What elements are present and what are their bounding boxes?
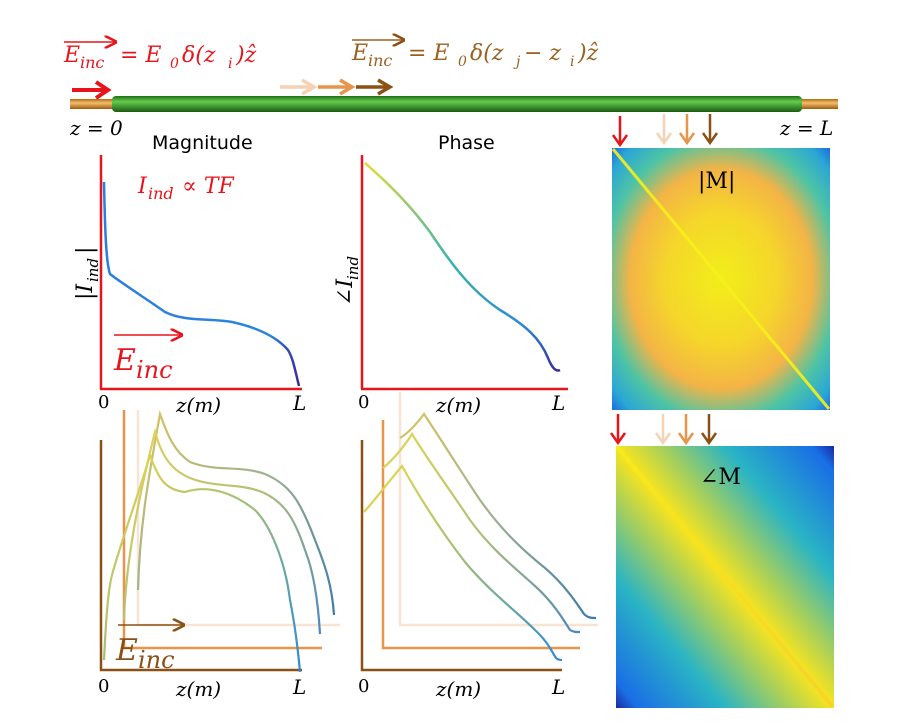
mag-ylabel-tail: | [73, 247, 98, 254]
eq-red-rhs-sub: 0 [170, 56, 179, 72]
eq-brown-rhs: = E [408, 41, 450, 66]
x-axis-label: z(m) [435, 677, 481, 701]
eq-brown-rhs-mid: − z [524, 41, 561, 66]
relation-lhs: I [137, 174, 148, 199]
phase-matrix-label: ∠M [700, 465, 741, 490]
eq-brown-rhs-sub2: j [513, 54, 521, 70]
eq-brown-lhs: E [351, 41, 368, 66]
eq-brown-rhs-sub: 0 [458, 54, 467, 70]
cable-left-label: z = 0 [69, 116, 123, 140]
x-end-label: L [292, 391, 306, 415]
phase-matrix-diagonal [615, 445, 835, 709]
x-axis-label: z(m) [435, 393, 481, 417]
axis-peach [398, 392, 598, 627]
eq-brown-lhs-sub: inc [368, 51, 392, 70]
einc-label-brown: E inc [115, 625, 182, 674]
down-arrow-orange [677, 414, 695, 446]
cable-copper-left [70, 99, 116, 109]
equation-brown: E inc = E 0 δ(z j − z i )ẑ [351, 40, 599, 70]
x-end-label: L [551, 675, 565, 699]
cable-right-label: z = L [779, 116, 833, 140]
eq-red-lhs-sub: inc [80, 53, 104, 72]
relation-label: I ind ∝ TF [137, 174, 235, 203]
x-zero-label: 0 [358, 392, 369, 413]
phase-ylabel-sub: ind [344, 256, 362, 280]
down-arrow-red [609, 414, 627, 446]
einc-sub: inc [138, 646, 175, 674]
mag-ylabel-text: |I [73, 283, 98, 300]
phase-family-curve-3 [399, 412, 597, 620]
x-axis-label: z(m) [175, 677, 221, 701]
phase-family-curve-1 [363, 464, 563, 662]
equation-red: E inc = E 0 δ(z i )ẑ [63, 42, 257, 72]
phase-ylabel: ∠I ind [333, 256, 362, 306]
axis-brown [360, 440, 562, 672]
eq-red-rhs-end: )ẑ [235, 43, 257, 68]
down-arrow-peach [655, 114, 673, 146]
x-zero-label: 0 [98, 392, 109, 413]
magnitude-matrix-label: |M| [698, 169, 735, 194]
magnitude-plot: I ind ∝ TF |I ind | E inc 0 z(m) L [73, 155, 306, 417]
down-arrow-red [611, 116, 629, 148]
incident-arrow-peach [280, 78, 318, 96]
incident-arrow-brown [356, 78, 394, 96]
einc-text: E [115, 633, 138, 668]
cable-copper-right [798, 99, 838, 109]
mag-ylabel-sub: ind [84, 258, 102, 282]
down-arrow-brown [701, 114, 719, 146]
eq-brown-rhs-tail: δ(z [470, 41, 504, 66]
phase-title: Phase [438, 132, 495, 154]
eq-red-lhs: E [63, 43, 80, 68]
relation-rhs: ∝ TF [182, 174, 235, 199]
down-arrow-brown [700, 414, 718, 446]
phase-family-curve-2 [382, 431, 581, 634]
incident-arrow-orange [318, 78, 356, 96]
phase-plot: ∠I ind 0 z(m) L [333, 155, 568, 417]
x-end-label: L [292, 675, 306, 699]
magnitude-family-curve-2 [122, 427, 322, 635]
eq-brown-rhs-end: )ẑ [577, 41, 599, 66]
magnitude-matrix: |M| [611, 148, 831, 410]
axis-orange [381, 420, 580, 650]
eq-brown-rhs-sub3: i [570, 54, 574, 70]
incident-arrow-red [72, 80, 112, 100]
x-zero-label: 0 [358, 676, 369, 697]
phase-curve [364, 162, 561, 372]
cable: z = 0 z = L [69, 78, 838, 140]
eq-red-rhs-tail: δ(z [182, 43, 216, 68]
magnitude-title: Magnitude [152, 132, 253, 154]
x-end-label: L [551, 391, 565, 415]
cable-insulation [112, 96, 802, 112]
matrix-input-arrows-top [611, 114, 719, 148]
axis-brown [99, 440, 302, 672]
x-zero-label: 0 [98, 676, 109, 697]
eq-red-rhs: = E [120, 43, 162, 68]
magnitude-family-curve-3 [136, 409, 336, 616]
down-arrow-peach [654, 414, 672, 446]
matrix-input-arrows-bottom [609, 414, 718, 446]
phase-matrix: ∠M [615, 445, 835, 709]
x-axis-label: z(m) [175, 393, 221, 417]
axis-orange [122, 410, 322, 650]
einc-text: E [113, 343, 136, 378]
magnitude-matrix-diagonal [611, 148, 831, 410]
mag-ylabel: |I ind | [73, 247, 102, 300]
phase-ylabel-text: ∠I [333, 278, 358, 306]
einc-sub: inc [136, 356, 173, 384]
relation-lhs-sub: ind [148, 184, 174, 203]
einc-label-red: E inc [113, 335, 180, 384]
phase-family-plot: 0 z(m) L [358, 392, 598, 701]
magnitude-curve [102, 181, 301, 387]
magnitude-family-plot: E inc 0 z(m) L [98, 409, 340, 701]
down-arrow-orange [678, 114, 696, 146]
magnitude-family-curve-1 [102, 451, 302, 673]
eq-red-rhs-sub2: i [228, 56, 232, 72]
axis-peach [136, 410, 340, 627]
